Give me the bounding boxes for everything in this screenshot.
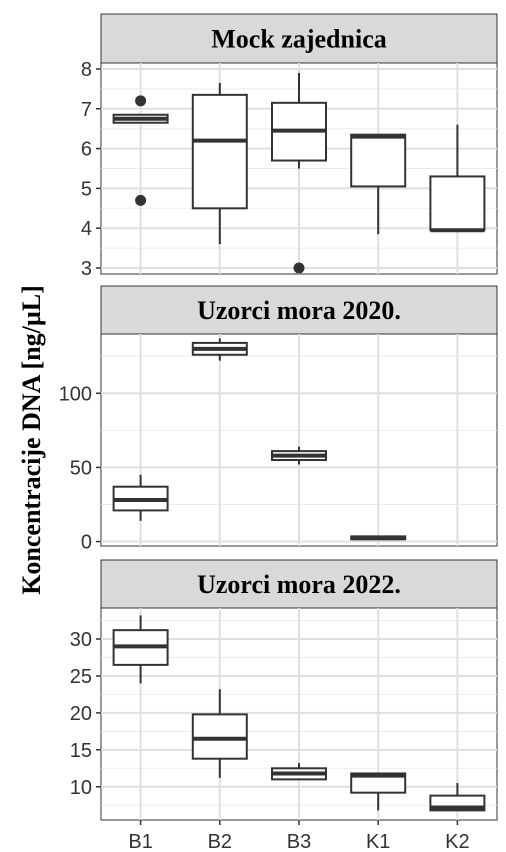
y-tick-label: 3 [81,258,92,280]
y-tick-label: 10 [70,777,92,799]
box-b2 [191,82,248,245]
facet-panel-3: Uzorci mora 2022. 10 15 20 25 30 [70,559,498,821]
box-k2 [429,124,486,233]
y-tick-label: 50 [70,457,92,479]
y-tick-label: 8 [81,59,92,81]
y-tick-label: 5 [81,178,92,200]
box-b2 [191,689,248,778]
box-b3 [271,72,327,274]
x-tick-label: B2 [208,831,232,852]
x-tick-label: B3 [287,831,311,852]
box-b1 [112,95,169,206]
x-tick-label: K1 [366,831,390,852]
y-tick-label: 20 [70,703,92,725]
box-k1 [350,772,407,811]
box-k2 [429,783,486,812]
y-tick-label: 15 [70,740,92,762]
x-tick-label: B1 [128,831,152,852]
outlier-point [135,95,147,107]
facet-panel-1: Mock zajednica 3 4 5 6 7 8 [81,13,498,280]
box-iqr [191,713,248,760]
outlier-point [293,262,305,274]
box-b1 [112,615,169,684]
box-b3 [271,763,327,781]
facet-strip [100,285,498,335]
facet-panels: Mock zajednica 3 4 5 6 7 8 Uzorci mora 2020. 0 50… [59,13,498,821]
y-tick-label: 25 [70,666,92,688]
y-tick-label: 4 [81,218,92,240]
y-tick-label: 7 [81,99,92,121]
y-axis-label: Koncentracije DNA [ng/µL] [17,285,46,595]
y-tick-label: 6 [81,139,92,161]
box-iqr [429,175,486,232]
box-iqr [191,93,248,210]
box-b3 [271,446,327,465]
facet-strip [100,559,498,609]
facet-panel-2: Uzorci mora 2020. 0 50 100 [59,285,498,554]
x-axis: B1 B2 B3 K1 K2 [128,820,470,852]
y-tick-label: 0 [81,532,92,554]
box-k1 [350,535,407,541]
box-b1 [112,474,169,521]
y-tick-label: 100 [59,383,92,405]
y-tick-label: 30 [70,629,92,651]
box-iqr [350,772,407,794]
box-b2 [191,338,248,361]
facet-title: Mock zajednica [211,25,386,54]
box-k1 [350,133,407,235]
facet-strip [100,13,498,64]
outlier-point [135,194,147,206]
x-tick-label: K2 [445,831,469,852]
box-iqr [350,133,407,188]
facet-title: Uzorci mora 2020. [197,296,401,325]
facet-title: Uzorci mora 2022. [197,570,401,599]
